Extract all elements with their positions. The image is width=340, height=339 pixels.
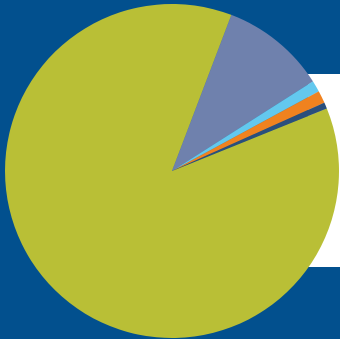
pie-slice-5	[172, 102, 327, 171]
pie-slice-3	[172, 81, 319, 171]
pie-slice-1	[5, 4, 340, 339]
pie-slice-2	[172, 14, 313, 172]
pie-slice-4	[172, 91, 325, 171]
